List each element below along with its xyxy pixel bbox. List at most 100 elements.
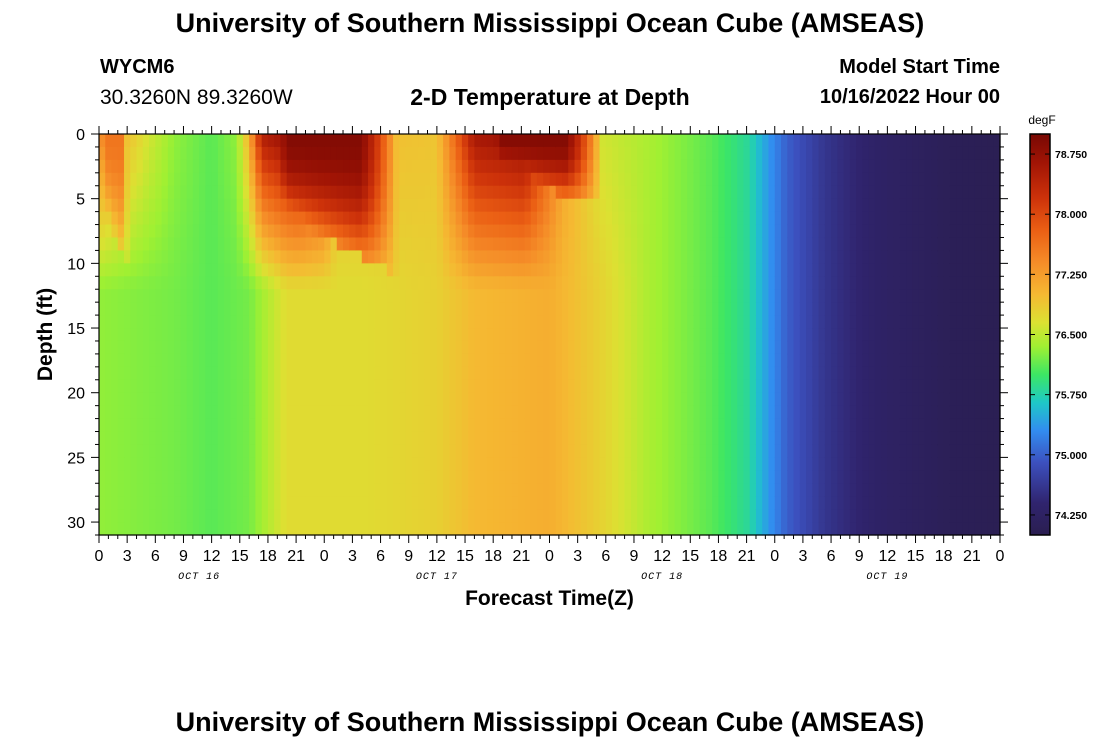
heatmap-cell — [117, 509, 125, 523]
heatmap-cell — [743, 366, 751, 381]
heatmap-cell — [430, 405, 438, 420]
heatmap-cell — [749, 289, 757, 303]
heatmap-cell — [449, 496, 457, 510]
heatmap-cell — [993, 366, 1001, 381]
heatmap-cell — [405, 366, 413, 381]
heatmap-cell — [580, 340, 588, 355]
heatmap-cell — [124, 340, 131, 355]
heatmap-cell — [774, 418, 782, 433]
heatmap-cell — [236, 353, 244, 368]
heatmap-cell — [680, 237, 688, 252]
heatmap-cell — [768, 159, 776, 174]
heatmap-cell — [386, 250, 394, 264]
heatmap-cell — [424, 224, 432, 239]
heatmap-cell — [368, 379, 375, 394]
heatmap-cell — [593, 483, 601, 497]
heatmap-cell — [899, 522, 907, 536]
heatmap-cell — [962, 328, 970, 342]
heatmap-cell — [380, 431, 388, 446]
heatmap-cell — [299, 185, 307, 200]
heatmap-cell — [468, 379, 476, 394]
heatmap-cell — [699, 340, 707, 355]
heatmap-cell — [655, 224, 663, 239]
heatmap-cell — [662, 328, 669, 342]
heatmap-cell — [167, 522, 175, 536]
heatmap-cell — [587, 431, 594, 446]
heatmap-cell — [949, 340, 957, 355]
heatmap-cell — [411, 224, 419, 239]
heatmap-cell — [399, 509, 407, 523]
heatmap-cell — [630, 185, 638, 200]
heatmap-cell — [674, 405, 682, 420]
heatmap-cell — [430, 172, 438, 187]
heatmap-cell — [399, 483, 407, 497]
heatmap-cell — [912, 405, 920, 420]
heatmap-cell — [449, 302, 457, 316]
heatmap-cell — [968, 457, 976, 471]
heatmap-cell — [618, 328, 626, 342]
heatmap-cell — [261, 496, 269, 510]
heatmap-cell — [455, 340, 463, 355]
heatmap-cell — [912, 379, 920, 394]
heatmap-cell — [699, 237, 707, 252]
heatmap-cell — [192, 198, 200, 213]
heatmap-cell — [981, 457, 989, 471]
heatmap-cell — [380, 211, 388, 226]
heatmap-cell — [593, 431, 601, 446]
heatmap-cell — [680, 431, 688, 446]
heatmap-cell — [355, 263, 363, 277]
heatmap-cell — [455, 134, 463, 148]
heatmap-cell — [493, 250, 501, 264]
heatmap-cell — [167, 185, 175, 200]
heatmap-cell — [812, 353, 820, 368]
heatmap-cell — [824, 185, 832, 200]
heatmap-cell — [774, 224, 782, 239]
heatmap-cell — [111, 134, 119, 148]
heatmap-cell — [856, 340, 863, 355]
heatmap-cell — [105, 483, 113, 497]
heatmap-cell — [330, 366, 338, 381]
heatmap-cell — [831, 198, 838, 213]
heatmap-cell — [336, 198, 344, 213]
heatmap-cell — [149, 250, 156, 264]
heatmap-cell — [699, 405, 707, 420]
heatmap-cell — [436, 483, 444, 497]
heatmap-cell — [449, 289, 457, 303]
heatmap-cell — [818, 146, 826, 161]
heatmap-cell — [192, 146, 200, 161]
heatmap-cell — [436, 431, 444, 446]
heatmap-cell — [687, 159, 695, 174]
heatmap-cell — [530, 431, 538, 446]
heatmap-cell — [699, 185, 707, 200]
heatmap-cell — [799, 405, 807, 420]
heatmap-cell — [368, 237, 375, 252]
heatmap-cell — [524, 302, 532, 316]
heatmap-cell — [787, 289, 795, 303]
heatmap-cell — [149, 353, 156, 368]
heatmap-cell — [793, 509, 801, 523]
heatmap-cell — [174, 509, 181, 523]
heatmap-cell — [543, 276, 551, 290]
x-tick-label: 12 — [653, 548, 671, 565]
heatmap-cell — [167, 250, 175, 264]
heatmap-cell — [380, 224, 388, 239]
heatmap-cell — [680, 146, 688, 161]
heatmap-cell — [543, 289, 551, 303]
heatmap-cell — [186, 457, 194, 471]
heatmap-cell — [799, 353, 807, 368]
heatmap-cell — [931, 237, 939, 252]
heatmap-cell — [755, 159, 763, 174]
heatmap-cell — [543, 379, 551, 394]
heatmap-cell — [662, 146, 669, 161]
heatmap-cell — [974, 405, 982, 420]
heatmap-cell — [380, 405, 388, 420]
heatmap-cell — [192, 134, 200, 148]
heatmap-cell — [662, 457, 669, 471]
heatmap-cell — [355, 392, 363, 407]
heatmap-cell — [393, 405, 400, 420]
heatmap-cell — [593, 353, 601, 368]
heatmap-cell — [730, 302, 738, 316]
heatmap-cell — [887, 185, 895, 200]
heatmap-cell — [949, 353, 957, 368]
heatmap-cell — [831, 289, 838, 303]
